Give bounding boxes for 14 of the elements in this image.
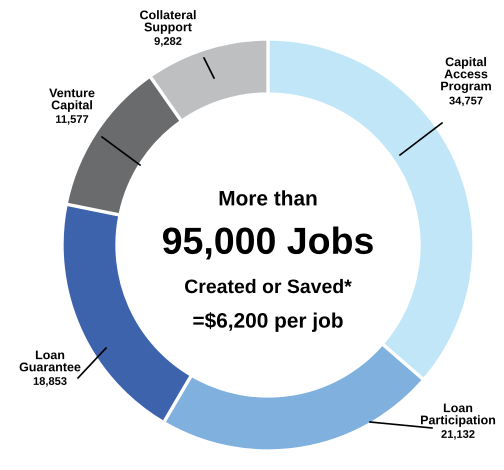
- text: 95,000 Jobs: [162, 226, 373, 260]
- slice-label: Loan Guarantee: [20, 350, 80, 372]
- text: Created or Saved*: [185, 278, 352, 294]
- slice-label: Venture Capital: [49, 88, 94, 112]
- data-label: 34,757: [449, 96, 483, 106]
- data-label: 11,577: [56, 115, 88, 125]
- text: More than: [220, 190, 316, 206]
- data-label: 21,132: [441, 430, 475, 440]
- text: =$6,200 per job: [193, 312, 343, 332]
- data-label: 9,282: [154, 37, 182, 47]
- data-label: 18,853: [34, 377, 67, 387]
- slice-label: Capital Access Program: [441, 57, 491, 93]
- slice-label: Collateral Support: [140, 10, 196, 34]
- slice-label: Loan Participation: [420, 404, 496, 427]
